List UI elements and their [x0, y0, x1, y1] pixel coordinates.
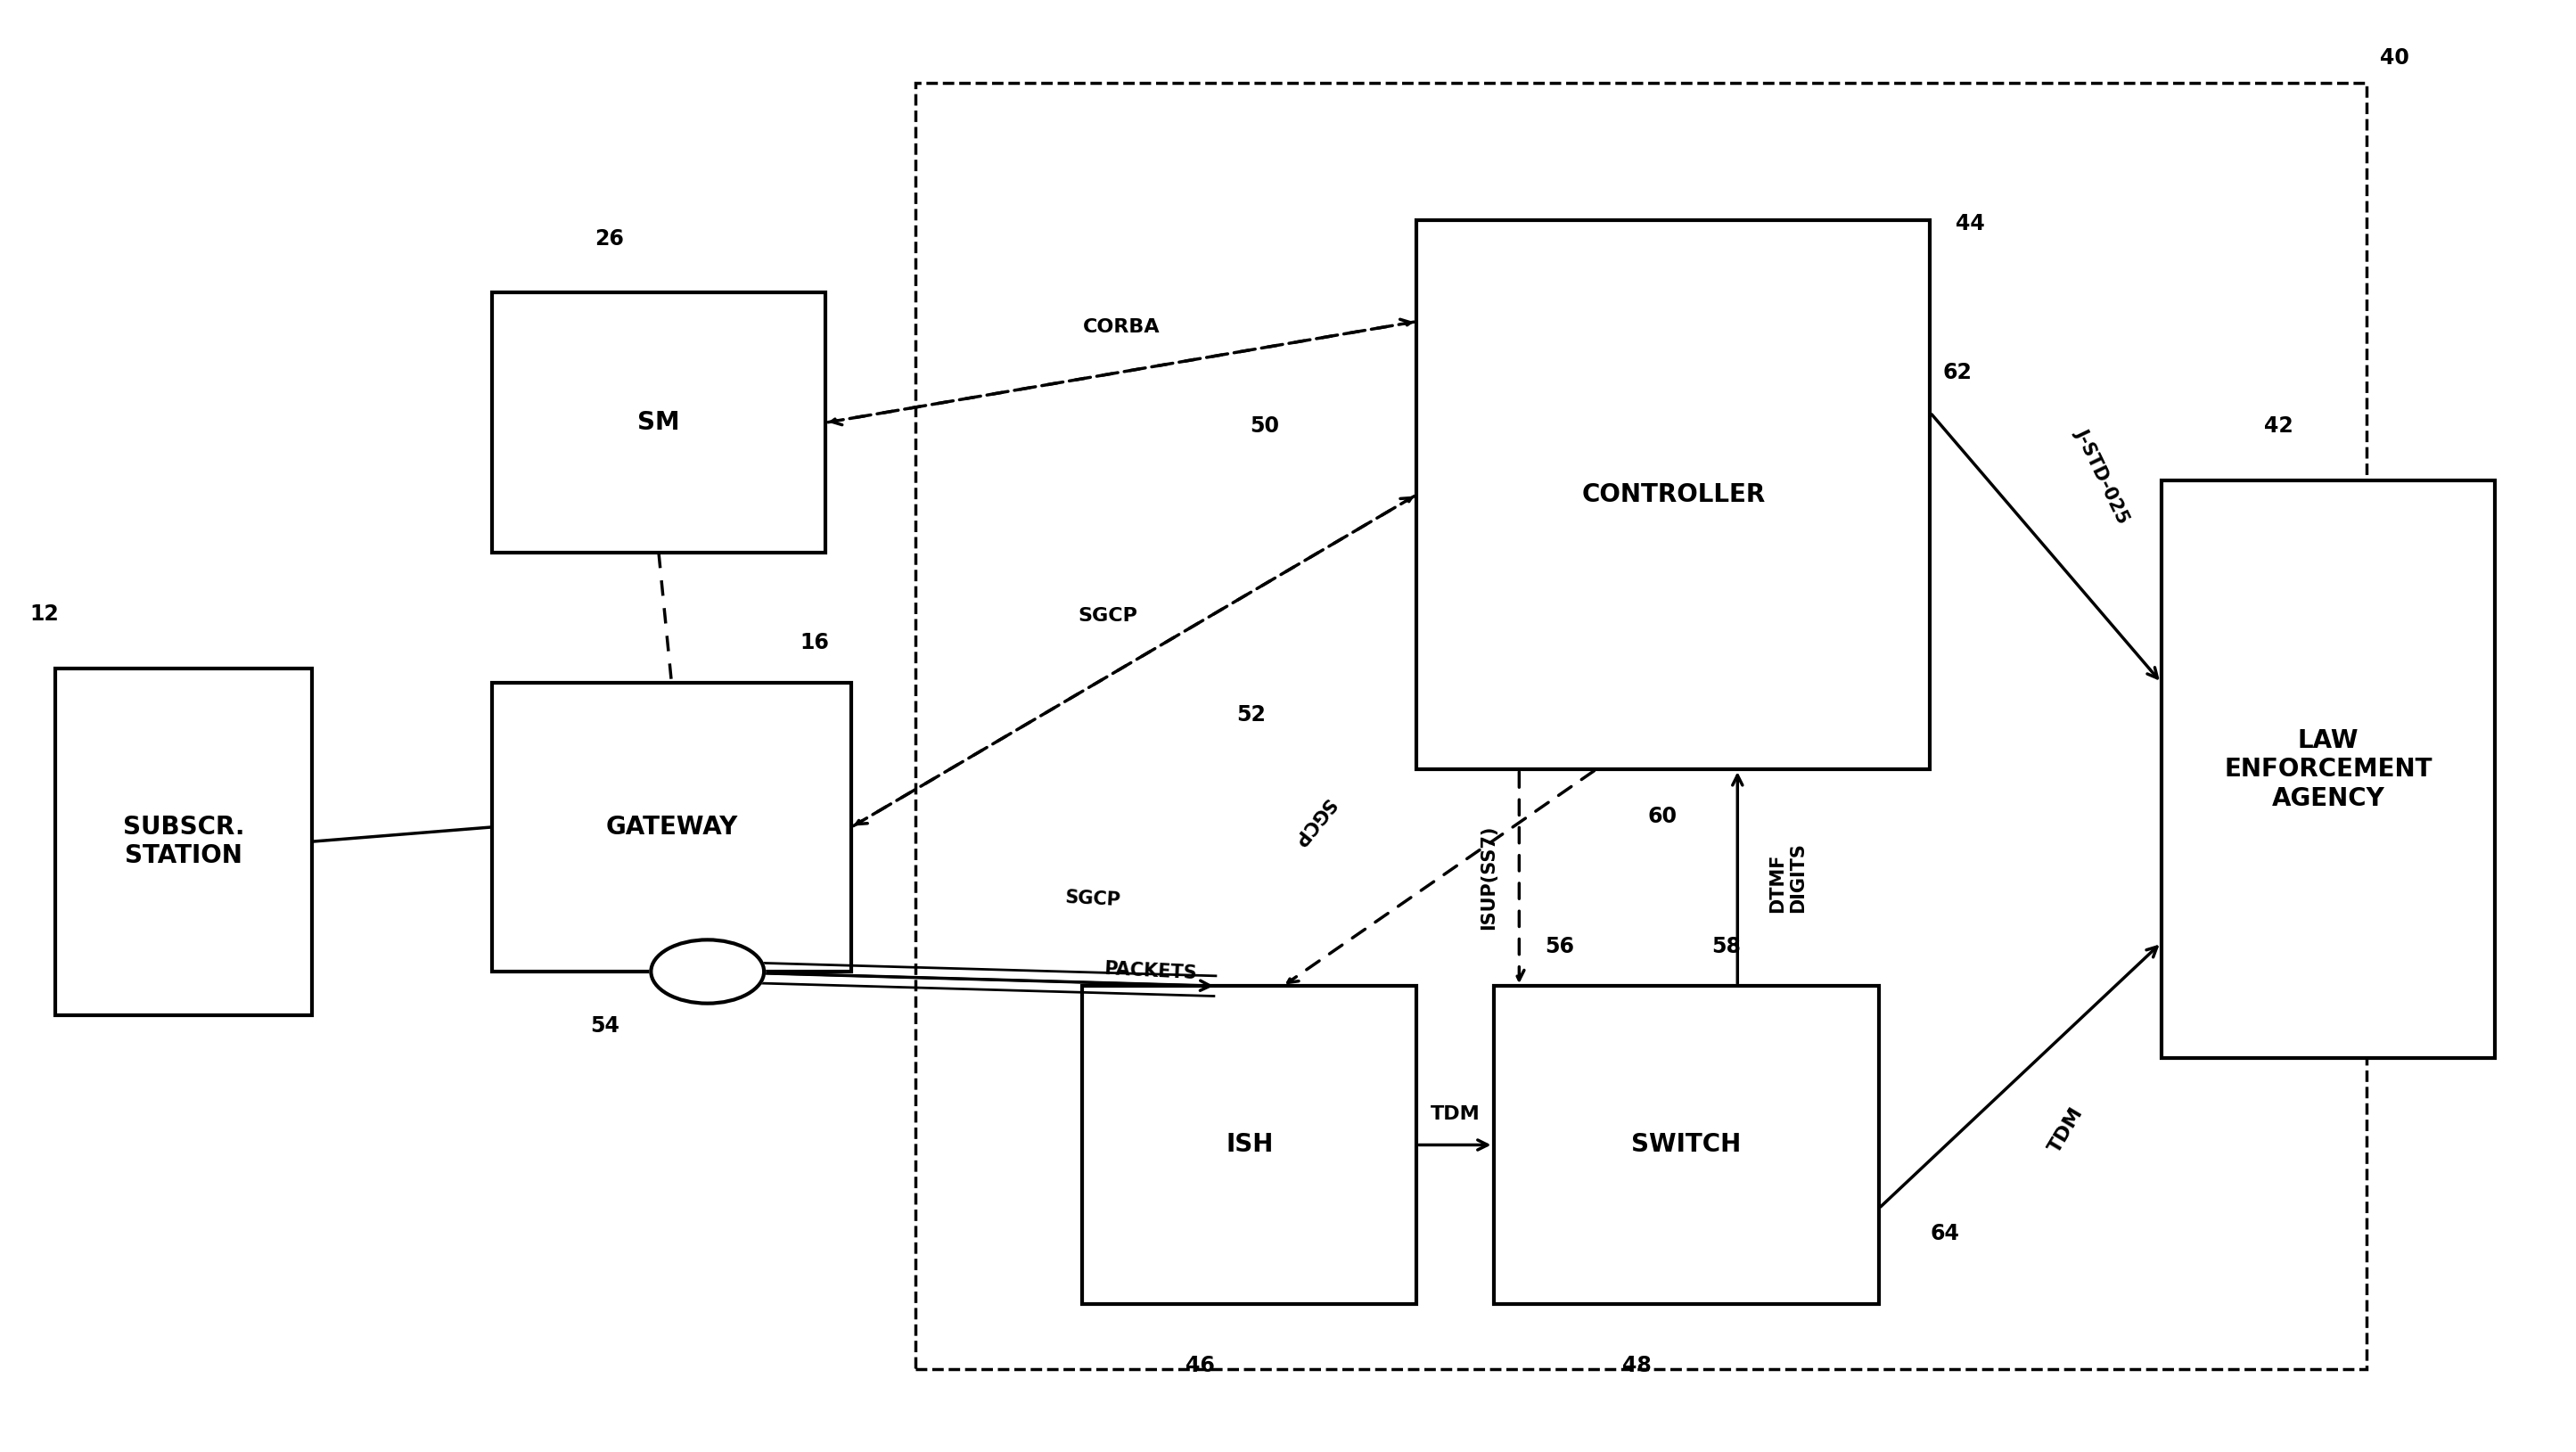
Text: 44: 44 — [1955, 213, 1986, 235]
Text: 40: 40 — [2380, 48, 2409, 68]
Bar — [2161, 481, 2496, 1059]
Text: SUBSCR.
STATION: SUBSCR. STATION — [124, 815, 245, 868]
Text: ISH: ISH — [1226, 1133, 1273, 1157]
Text: TDM: TDM — [1430, 1105, 1479, 1124]
Circle shape — [652, 939, 765, 1003]
Text: J-STD-025: J-STD-025 — [2071, 425, 2133, 526]
Text: PACKETS: PACKETS — [1103, 960, 1198, 983]
Text: SWITCH: SWITCH — [1631, 1133, 1741, 1157]
Text: DTMF
DIGITS: DTMF DIGITS — [1767, 842, 1806, 913]
Bar — [492, 682, 850, 971]
Text: 52: 52 — [1236, 704, 1265, 726]
Bar — [914, 83, 2367, 1369]
Text: 56: 56 — [1546, 935, 1574, 957]
Bar — [54, 668, 312, 1015]
Text: 48: 48 — [1623, 1355, 1651, 1376]
Text: GATEWAY: GATEWAY — [605, 815, 737, 839]
Bar — [1494, 986, 1878, 1304]
Text: ISUP(SS7): ISUP(SS7) — [1479, 825, 1497, 929]
Text: CONTROLLER: CONTROLLER — [1582, 482, 1765, 507]
Text: 26: 26 — [595, 228, 623, 250]
Text: 58: 58 — [1713, 935, 1741, 957]
Text: TDM: TDM — [2045, 1105, 2087, 1156]
Text: 46: 46 — [1185, 1355, 1213, 1376]
Bar — [492, 293, 827, 553]
Text: 60: 60 — [1649, 806, 1677, 826]
Text: 54: 54 — [590, 1015, 618, 1037]
Text: SGCP: SGCP — [1064, 889, 1121, 909]
Text: SM: SM — [636, 409, 680, 436]
Text: SGCP: SGCP — [1079, 607, 1139, 624]
Bar — [1417, 221, 1929, 770]
Text: 64: 64 — [1929, 1223, 1960, 1244]
Text: 50: 50 — [1249, 415, 1278, 437]
Bar — [1082, 986, 1417, 1304]
Text: 16: 16 — [801, 633, 829, 653]
Text: LAW
ENFORCEMENT
AGENCY: LAW ENFORCEMENT AGENCY — [2223, 727, 2432, 810]
Text: CORBA: CORBA — [1082, 318, 1159, 335]
Text: SGCP: SGCP — [1288, 794, 1337, 849]
Text: 62: 62 — [1942, 362, 1973, 383]
Text: 12: 12 — [28, 604, 59, 624]
Text: 42: 42 — [2264, 415, 2293, 437]
